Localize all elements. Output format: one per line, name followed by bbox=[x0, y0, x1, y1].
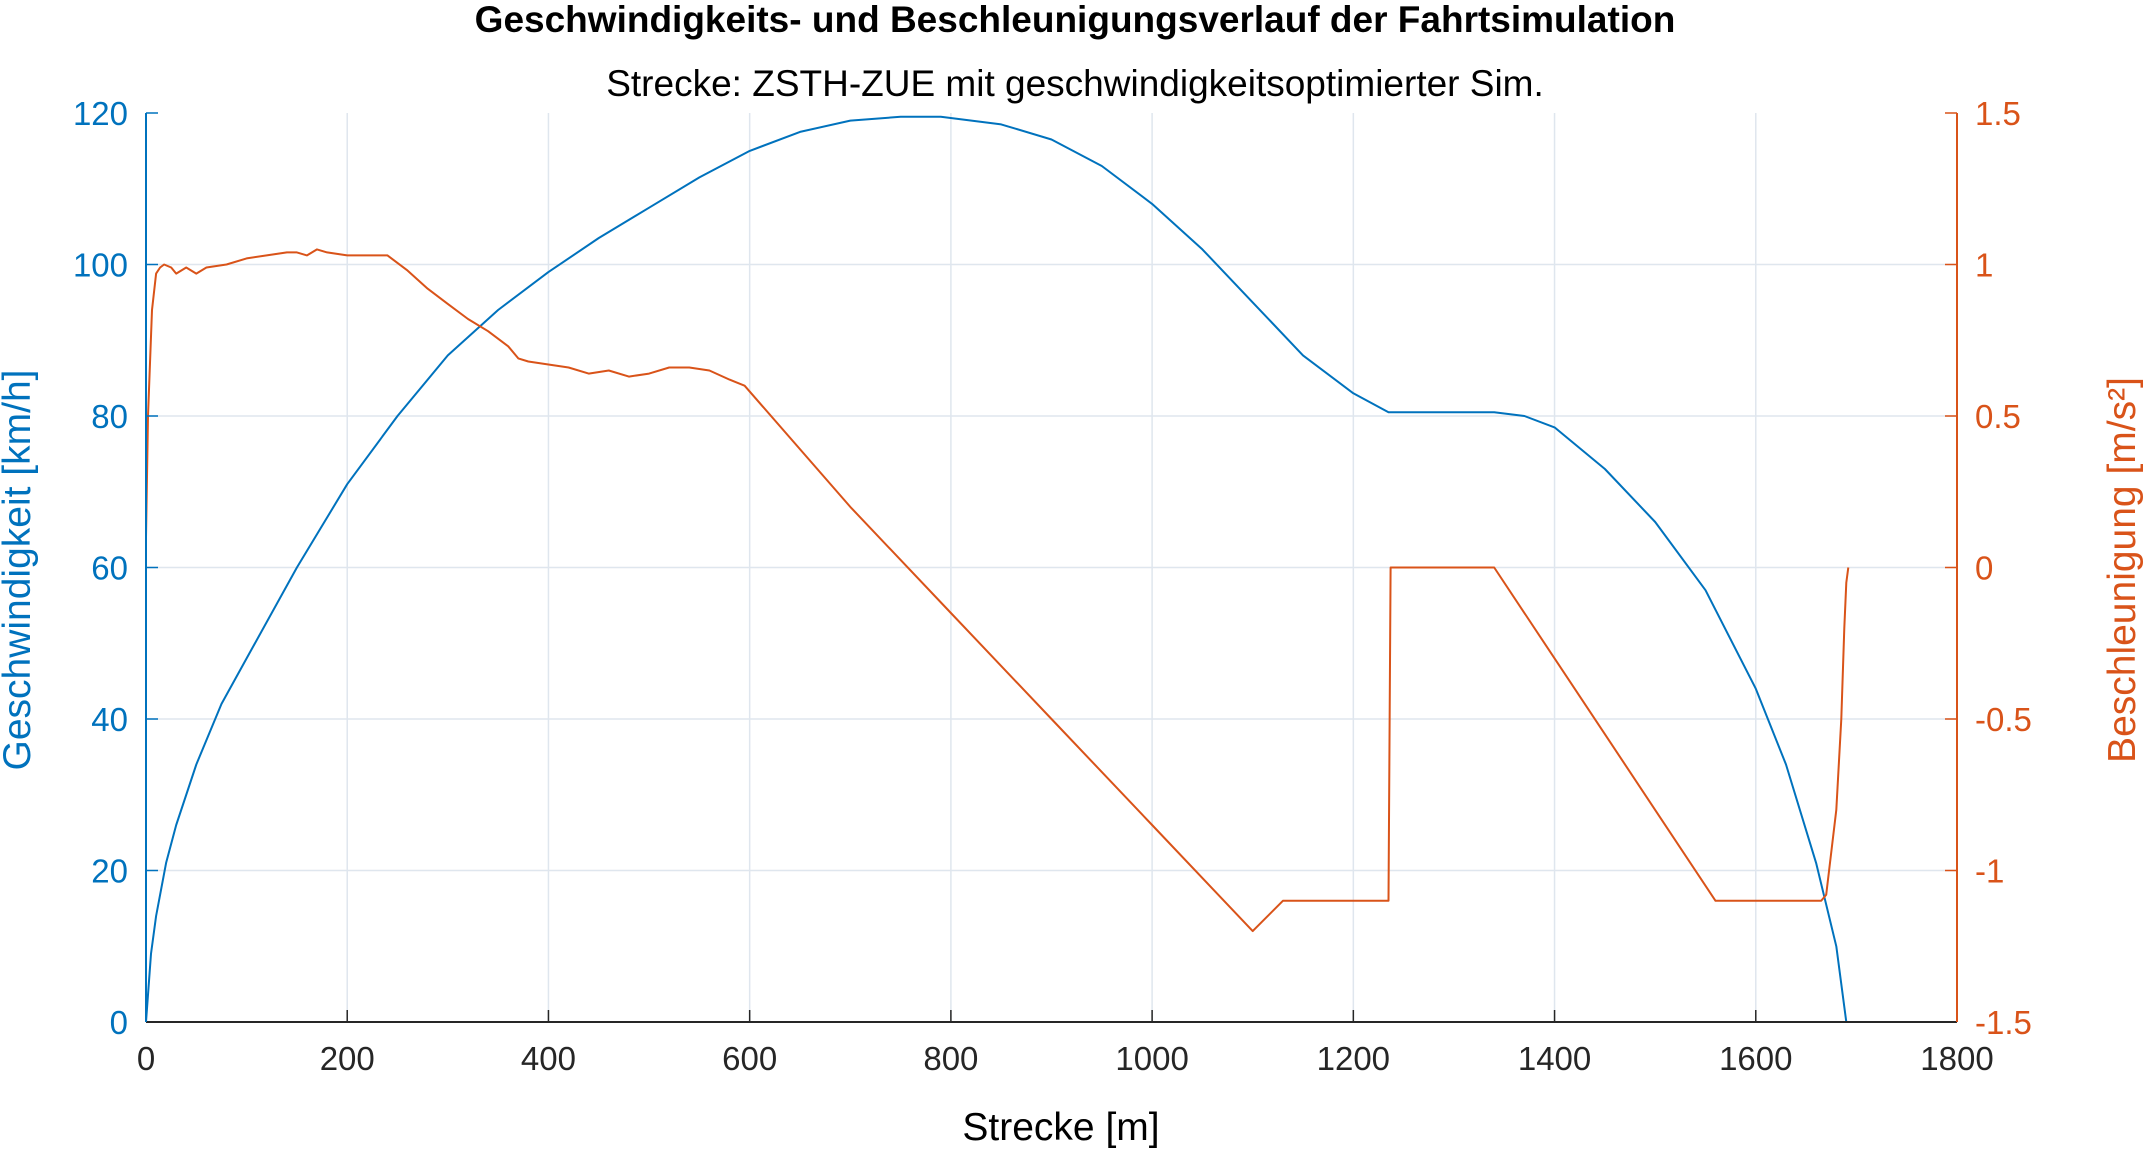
y-right-tick-label: -1.5 bbox=[1975, 1004, 2032, 1041]
y-left-tick-label: 100 bbox=[73, 247, 128, 284]
y-left-tick-label: 40 bbox=[91, 701, 128, 738]
chart-subtitle: Strecke: ZSTH-ZUE mit geschwindigkeitsop… bbox=[606, 63, 1544, 104]
series-layer bbox=[145, 115, 1850, 1023]
y-right-tick-label: -0.5 bbox=[1975, 701, 2032, 738]
y-axis-right-label: Beschleunigung [m/s²] bbox=[2101, 377, 2144, 763]
y-right-tick-label: 1 bbox=[1975, 247, 1993, 284]
x-tick-label: 1800 bbox=[1920, 1040, 1993, 1077]
y-left-tick-label: 0 bbox=[110, 1004, 128, 1041]
x-axis-label: Strecke [m] bbox=[962, 1106, 1159, 1149]
x-tick-label: 800 bbox=[923, 1040, 978, 1077]
x-tick-label: 1600 bbox=[1719, 1040, 1792, 1077]
y-left-tick-label: 20 bbox=[91, 853, 128, 890]
y-axis-left-label: Geschwindigkeit [km/h] bbox=[0, 370, 39, 771]
x-tick-label: 1400 bbox=[1518, 1040, 1591, 1077]
grid bbox=[146, 113, 1957, 1022]
y-left-tick-label: 80 bbox=[91, 398, 128, 435]
x-tick-label: 600 bbox=[722, 1040, 777, 1077]
y-left-tick-label: 120 bbox=[73, 95, 128, 132]
speed-series-line bbox=[145, 115, 1848, 1023]
chart-title: Geschwindigkeits- und Beschleunigungsver… bbox=[475, 0, 1676, 40]
y-right-tick-label: 0.5 bbox=[1975, 398, 2021, 435]
x-tick-label: 400 bbox=[521, 1040, 576, 1077]
y-right-tick-label: -1 bbox=[1975, 853, 2004, 890]
x-tick-label: 0 bbox=[137, 1040, 155, 1077]
x-tick-label: 1200 bbox=[1317, 1040, 1390, 1077]
x-tick-label: 200 bbox=[320, 1040, 375, 1077]
x-tick-label: 1000 bbox=[1115, 1040, 1188, 1077]
axes: 0 200 400 600 800 1000 1200 1400 1600 18000204060… bbox=[73, 95, 2032, 1077]
y-right-tick-label: 1.5 bbox=[1975, 95, 2021, 132]
y-right-tick-label: 0 bbox=[1975, 550, 1993, 587]
y-left-tick-label: 60 bbox=[91, 550, 128, 587]
acceleration-series-line bbox=[145, 248, 1850, 933]
